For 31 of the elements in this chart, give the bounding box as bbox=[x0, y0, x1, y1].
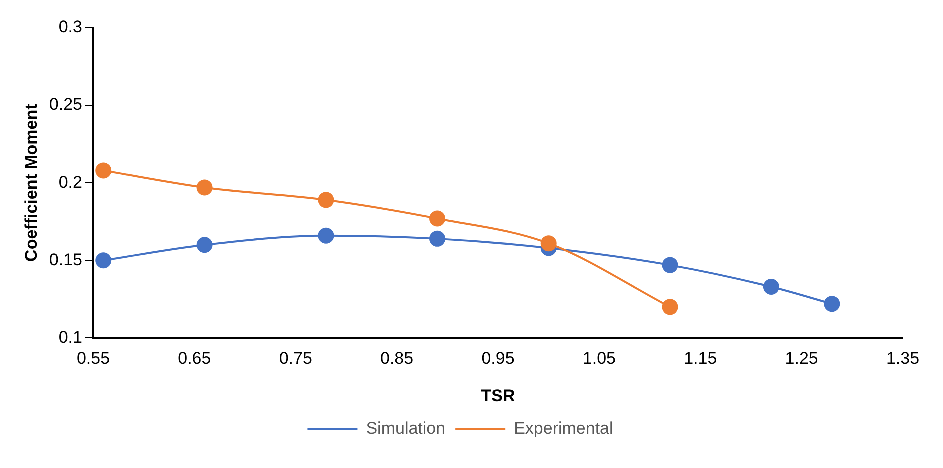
y-tick-label: 0.2 bbox=[58, 172, 82, 192]
x-tick-label: 0.55 bbox=[76, 349, 110, 368]
point bbox=[430, 210, 446, 227]
point bbox=[196, 180, 213, 196]
legend-label: Simulation bbox=[366, 419, 446, 438]
point bbox=[763, 279, 780, 296]
x-tick-label: 0.95 bbox=[482, 349, 515, 368]
x-tick-label: 1.05 bbox=[582, 349, 616, 368]
y-tick-label: 0.1 bbox=[58, 328, 82, 347]
x-tick-label: 1.15 bbox=[684, 349, 718, 368]
point bbox=[430, 230, 446, 247]
point bbox=[662, 299, 678, 316]
x-axis-title: TSR bbox=[481, 386, 516, 406]
point bbox=[96, 252, 112, 269]
y-tick-label: 0.15 bbox=[49, 250, 82, 270]
y-tick-label: 0.3 bbox=[58, 18, 82, 37]
point bbox=[318, 192, 334, 208]
point bbox=[318, 228, 334, 244]
y-tick-label: 0.25 bbox=[49, 95, 82, 114]
x-tick-label: 0.75 bbox=[279, 349, 312, 368]
point bbox=[96, 162, 112, 179]
legend-label: Experimental bbox=[514, 419, 614, 438]
x-tick-label: 0.65 bbox=[178, 349, 212, 368]
x-tick-label: 1.35 bbox=[886, 349, 920, 368]
x-tick-label: 0.85 bbox=[380, 349, 414, 368]
point bbox=[540, 236, 557, 252]
point bbox=[662, 257, 678, 274]
y-axis-title: Coefficient Moment bbox=[22, 104, 41, 262]
x-tick-label: 1.25 bbox=[785, 349, 818, 368]
point bbox=[824, 296, 840, 312]
point bbox=[196, 237, 213, 254]
